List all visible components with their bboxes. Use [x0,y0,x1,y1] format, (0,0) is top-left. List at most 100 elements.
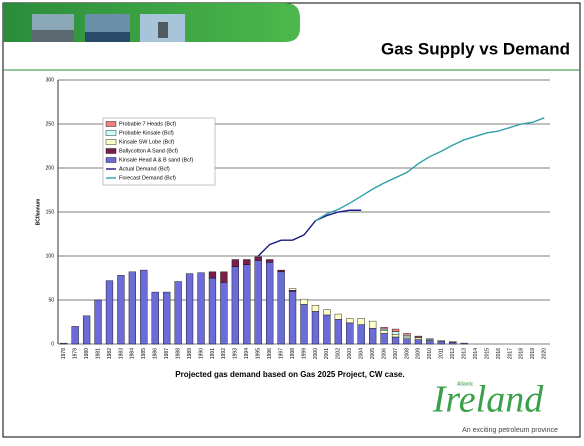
x-tick-label: 1980 [84,348,90,359]
bar-segment [438,341,445,344]
bar-segment [60,343,67,344]
y-tick-label: 0 [51,341,54,347]
legend-label: Ballycotton A Sand (Bcf) [119,148,178,154]
bar-segment [312,311,319,344]
bar-segment [209,278,216,344]
bar-segment [392,332,399,335]
x-tick-label: 1995 [256,348,262,359]
x-tick-label: 1993 [233,348,239,359]
x-tick-label: 1988 [175,348,181,359]
bar-segment [243,260,250,265]
bar-segment [266,260,273,263]
bar-segment [381,331,388,334]
bar-segment [415,338,422,340]
x-tick-label: 2013 [462,348,468,359]
bar-segment [220,272,227,283]
x-tick-label: 2004 [359,348,365,359]
bar-segment [369,321,376,328]
caption: Projected gas demand based on Gas 2025 P… [175,370,404,379]
y-tick-label: 50 [48,297,54,303]
logo-tagline: An exciting petroleum province [462,427,558,434]
bar-segment [117,275,124,344]
bar-segment [415,336,422,337]
x-tick-label: 2000 [313,348,319,359]
y-tick-label: 100 [46,253,55,259]
x-tick-label: 2018 [519,348,525,359]
bar-segment [163,292,170,344]
y-tick-label: 200 [46,165,55,171]
x-tick-label: 2009 [416,348,422,359]
bar-segment [392,334,399,337]
legend-label: Kinsale SW Lobe (Bcf) [119,139,174,145]
bar-segment [346,323,353,344]
x-tick-label: 1989 [187,348,193,359]
legend-label: Actual Demand (Bcf) [119,166,170,172]
x-tick-label: 2017 [507,348,513,359]
x-tick-label: 1981 [95,348,101,359]
bar-segment [72,326,79,344]
x-tick-label: 2019 [530,348,536,359]
x-tick-label: 2003 [347,348,353,359]
bar-segment [278,272,285,344]
bar-segment [404,337,411,339]
legend-label: Probable 7 Heads (Bcf) [119,121,176,127]
bar-segment [346,318,353,322]
bar-segment [392,337,399,344]
x-tick-label: 1985 [141,348,147,359]
x-tick-label: 2014 [473,348,479,359]
photo [85,32,130,42]
legend-swatch [106,122,116,127]
x-tick-label: 2015 [484,348,490,359]
bar-segment [152,292,159,344]
bar-segment [232,260,239,267]
x-tick-label: 2008 [404,348,410,359]
x-tick-label: 1998 [290,348,296,359]
x-tick-label: 1983 [118,348,124,359]
x-tick-label: 1990 [198,348,204,359]
bar-segment [461,343,468,344]
x-tick-label: 2011 [439,348,445,359]
bar-segment [438,340,445,341]
bar-segment [278,270,285,272]
x-tick-label: 1994 [244,348,250,359]
bar-segment [404,333,411,335]
legend-swatch [106,140,116,145]
bar-segment [83,316,90,344]
bar-segment [358,318,365,324]
bar-segment [426,339,433,340]
bar-segment [312,305,319,311]
slide-title: Gas Supply vs Demand [381,39,570,58]
legend-label: Kinsale Head A & B sand (Bcf) [119,157,193,163]
bar-segment [243,265,250,344]
y-axis-label: BCf/annum [35,198,41,225]
legend-swatch [106,149,116,154]
bar-segment [358,325,365,344]
bar-segment [289,291,296,344]
bar-segment [232,267,239,344]
bar-segment [198,273,205,344]
bar-segment [381,333,388,344]
bar-segment [404,339,411,344]
legend-label: Forecast Demand (Bcf) [119,175,176,181]
bar-segment [129,272,136,344]
bar-segment [95,300,102,344]
x-tick-label: 2010 [427,348,433,359]
x-tick-label: 1984 [130,348,136,359]
photo [32,30,74,42]
page: Gas Supply vs Demand BCf/annum Projected… [0,0,584,446]
bar-segment [140,270,147,344]
x-tick-label: 2007 [393,348,399,359]
x-tick-label: 2020 [542,348,548,359]
x-tick-label: 2006 [381,348,387,359]
bar-segment [175,282,182,344]
x-tick-label: 1997 [278,348,284,359]
y-tick-label: 150 [46,209,55,215]
bar-segment [186,274,193,344]
logo-word: Ireland [432,379,544,421]
bar-segment [301,304,308,344]
legend-swatch [106,131,116,136]
x-tick-label: 1979 [72,348,78,359]
x-tick-label: 1987 [164,348,170,359]
bar-segment [289,289,296,291]
bar-segment [323,310,330,315]
